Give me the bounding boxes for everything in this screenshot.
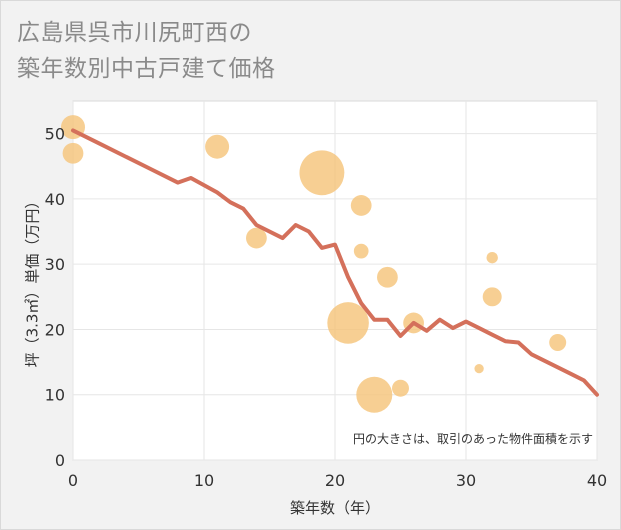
average-line	[71, 128, 599, 397]
x-tick-label: 10	[194, 471, 214, 490]
chart-title-line-1: 広島県呉市川尻町西の	[17, 20, 252, 46]
y-tick-labels: 0 10 20 30 40 50	[45, 125, 65, 470]
y-tick-label: 50	[45, 125, 65, 144]
grid-lines	[72, 101, 598, 461]
x-tick-label: 40	[587, 471, 607, 490]
bubble-point	[246, 227, 267, 249]
bubble-point	[350, 195, 372, 216]
x-tick-label: 20	[325, 471, 345, 490]
x-tick-labels: 0 10 20 30 40	[68, 471, 607, 490]
bubble-point	[299, 150, 345, 196]
y-tick-label: 0	[55, 451, 65, 470]
y-tick-label: 40	[45, 190, 65, 209]
bubble-point	[482, 287, 502, 307]
bubble-point	[327, 302, 369, 344]
bubble-point	[62, 142, 84, 164]
chart-title: 広島県呉市川尻町西の 築年数別中古戸建て価格	[17, 15, 276, 87]
bubble-point	[474, 363, 484, 374]
chart-title-line-2: 築年数別中古戸建て価格	[17, 56, 276, 82]
y-tick-label: 30	[45, 255, 65, 274]
bubble-series	[61, 115, 567, 413]
bubble-point	[486, 251, 498, 264]
bubble-point	[353, 243, 369, 259]
y-tick-label: 10	[45, 386, 65, 405]
bubble-size-note: 円の大きさは、取引のあった物件面積を示す	[353, 431, 593, 446]
bubble-point	[392, 379, 409, 397]
bubble-point	[549, 334, 567, 351]
bubble-point	[377, 266, 398, 288]
x-axis-label: 築年数（年）	[290, 499, 380, 517]
bubble-point	[205, 134, 230, 159]
x-tick-label: 0	[68, 471, 78, 490]
y-tick-label: 20	[45, 320, 65, 339]
y-axis-label: 坪（3.3㎡）単価（万円）	[24, 194, 42, 368]
x-tick-label: 30	[456, 471, 476, 490]
bubble-point	[356, 376, 393, 413]
